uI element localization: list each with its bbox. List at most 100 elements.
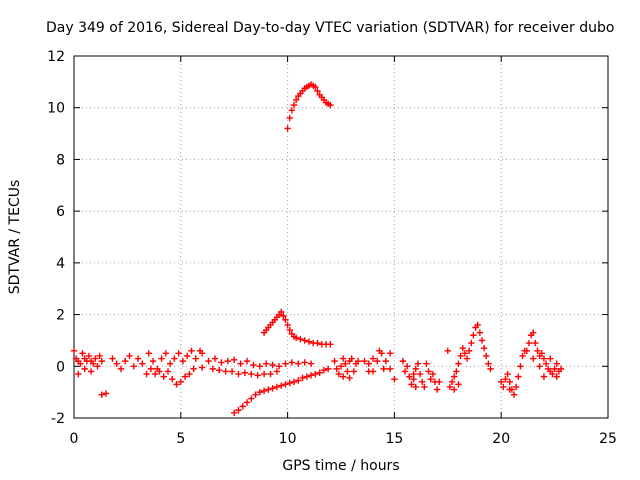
data-point: [542, 360, 550, 367]
data-point: [171, 355, 178, 362]
data-point: [282, 360, 289, 367]
data-point: [273, 383, 281, 391]
x-tick-label: 20: [492, 431, 510, 447]
data-point: [275, 363, 283, 370]
data-point: [160, 373, 167, 380]
data-point: [335, 370, 343, 378]
data-point: [538, 350, 545, 357]
x-tick-label: 25: [599, 431, 617, 447]
data-point: [547, 355, 554, 362]
data-point: [94, 363, 101, 370]
data-point: [459, 344, 466, 352]
data-point: [337, 363, 345, 370]
data-point: [96, 352, 103, 360]
data-point: [79, 350, 86, 357]
data-point: [98, 357, 105, 365]
data-point: [307, 372, 315, 379]
data-point: [130, 363, 138, 370]
data-point: [169, 376, 176, 383]
data-point: [386, 365, 394, 373]
data-point: [401, 368, 409, 375]
data-point: [540, 373, 548, 380]
data-point: [260, 387, 268, 395]
data-point: [412, 365, 419, 373]
data-point: [301, 337, 308, 344]
data-point: [149, 357, 157, 365]
data-point: [427, 376, 434, 383]
data-point: [530, 355, 537, 362]
data-point: [480, 344, 488, 352]
data-point: [237, 360, 244, 367]
data-point: [218, 359, 225, 366]
data-point: [519, 352, 526, 360]
data-point: [147, 365, 155, 373]
data-point: [231, 409, 238, 417]
data-point: [295, 377, 302, 384]
data-point: [175, 350, 182, 357]
data-point: [551, 365, 558, 373]
data-point: [292, 96, 300, 104]
data-point: [222, 368, 229, 375]
data-point: [314, 87, 321, 95]
data-point: [284, 321, 291, 329]
data-point: [421, 383, 428, 391]
data-point: [243, 399, 251, 406]
data-point: [333, 365, 340, 373]
data-point: [228, 368, 236, 375]
data-point: [418, 378, 426, 385]
data-point: [523, 347, 531, 354]
data-point: [284, 125, 291, 132]
data-point: [286, 114, 293, 122]
data-point: [506, 386, 513, 393]
data-point: [416, 370, 424, 378]
data-point: [453, 368, 460, 375]
y-tick-label: 4: [56, 256, 65, 272]
data-point: [282, 381, 289, 388]
data-point: [506, 378, 513, 385]
data-point: [498, 378, 505, 385]
data-point: [224, 357, 231, 365]
data-point: [179, 357, 187, 365]
data-point: [553, 360, 560, 367]
data-point: [113, 360, 120, 367]
data-point: [243, 357, 251, 365]
data-point: [312, 370, 319, 378]
data-point: [346, 374, 353, 382]
data-point: [81, 365, 88, 373]
y-tick-label: 12: [47, 49, 65, 65]
data-point: [301, 359, 308, 366]
data-point: [280, 312, 287, 320]
data-point: [173, 381, 180, 388]
data-point: [205, 357, 212, 365]
data-point: [75, 370, 82, 378]
data-point: [184, 352, 191, 360]
y-tick-label: 2: [56, 308, 65, 324]
data-point: [267, 370, 274, 378]
y-tick-label: 0: [56, 359, 65, 375]
data-point: [549, 370, 556, 378]
data-point: [211, 355, 219, 362]
data-point: [102, 390, 110, 397]
data-point: [423, 360, 430, 367]
data-point: [286, 379, 293, 387]
data-point: [463, 355, 471, 362]
data-point: [504, 370, 511, 378]
data-point: [540, 355, 548, 362]
data-point: [254, 372, 261, 379]
data-point: [374, 357, 381, 365]
y-axis-label: SDTVAR / TECUs: [7, 180, 23, 295]
data-point: [483, 352, 490, 360]
data-point: [448, 378, 456, 385]
data-point: [327, 341, 334, 348]
data-point: [408, 381, 415, 388]
data-point: [425, 368, 432, 375]
data-point: [386, 350, 394, 357]
data-point: [451, 386, 458, 393]
chart-title: Day 349 of 2016, Sidereal Day-to-day VTE…: [46, 20, 614, 36]
data-point: [248, 395, 255, 402]
data-point: [468, 339, 475, 347]
data-point: [269, 361, 276, 369]
data-point: [410, 376, 417, 383]
data-point: [327, 101, 334, 109]
